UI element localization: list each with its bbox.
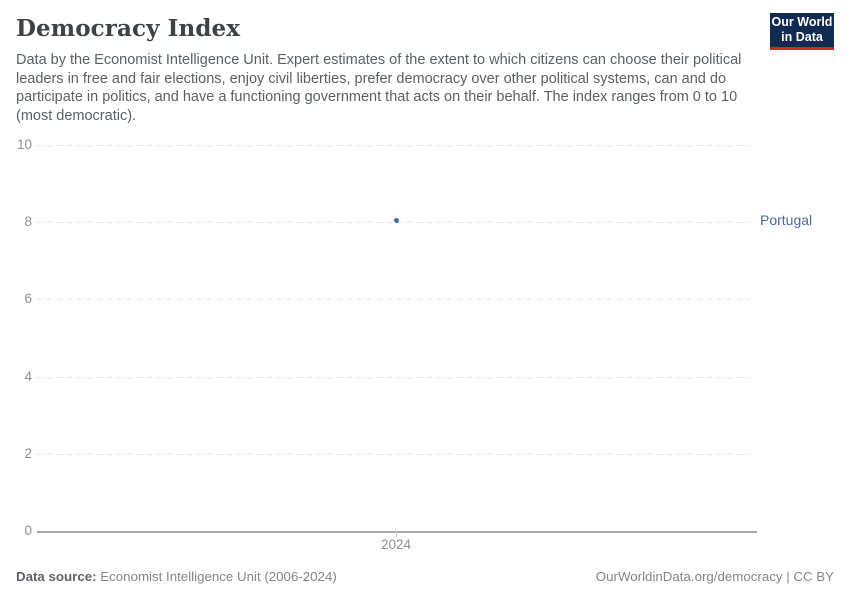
gridline (37, 454, 750, 455)
data-source-note: Data source: Economist Intelligence Unit… (16, 569, 337, 584)
gridline (37, 145, 750, 146)
owid-logo[interactable]: Our World in Data (770, 13, 834, 50)
y-axis-tick-label: 8 (24, 214, 32, 229)
y-axis-tick-label: 2 (24, 446, 32, 461)
chart-subtitle: Data by the Economist Intelligence Unit.… (16, 52, 742, 124)
x-axis-tick-mark (396, 531, 397, 537)
data-source-label: Data source: (16, 569, 97, 584)
y-axis-tick-label: 4 (24, 369, 32, 384)
gridline (37, 377, 750, 378)
page-title: Democracy Index (16, 15, 241, 42)
gridline (37, 299, 750, 300)
y-axis-tick-label: 10 (16, 137, 32, 152)
owid-logo-line1: Our World (771, 15, 833, 29)
gridline (37, 222, 750, 223)
data-point-portugal-2024[interactable] (394, 218, 399, 223)
data-source-text: Economist Intelligence Unit (2006-2024) (96, 569, 337, 584)
y-axis-tick-label: 0 (24, 523, 32, 538)
y-axis-tick-label: 6 (24, 291, 32, 306)
x-axis-tick-label: 2024 (380, 537, 412, 552)
owid-logo-line2: in Data (781, 30, 823, 44)
attribution-link[interactable]: OurWorldinData.org/democracy | CC BY (595, 569, 834, 584)
entity-label-portugal[interactable]: Portugal (760, 212, 813, 228)
x-axis-line (37, 531, 757, 533)
